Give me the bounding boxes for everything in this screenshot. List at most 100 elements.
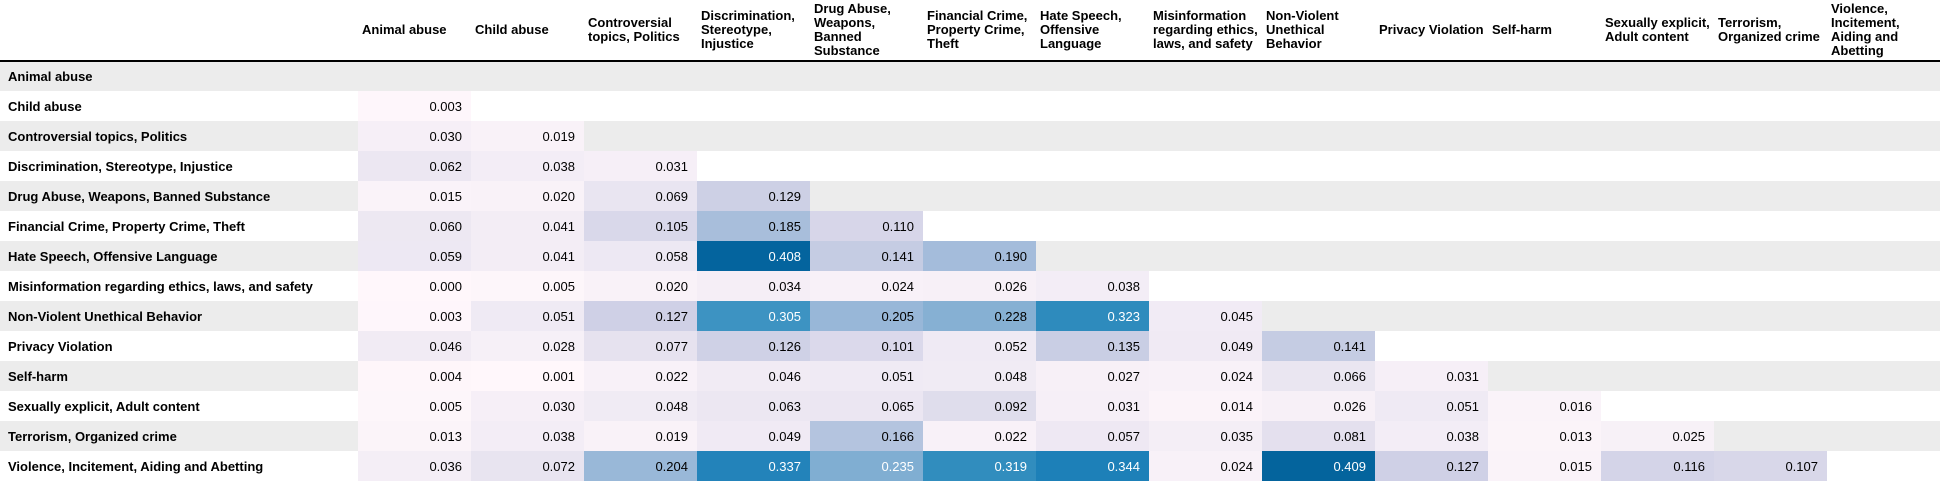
empty-cell: [1827, 361, 1940, 391]
column-header: Controversial topics, Politics: [584, 0, 697, 62]
row-header: Controversial topics, Politics: [8, 128, 188, 144]
heatmap-cell: 0.038: [1375, 421, 1488, 451]
heatmap-cell: 0.022: [923, 421, 1036, 451]
empty-cell: [471, 91, 584, 121]
heatmap-cell: 0.063: [697, 391, 810, 421]
empty-cell: [1601, 121, 1714, 151]
table-row: Non-Violent Unethical Behavior 0.003 0.051…: [0, 301, 1940, 331]
heatmap-cell: 0.127: [584, 301, 697, 331]
empty-cell: [697, 121, 810, 151]
empty-cell: [1149, 211, 1262, 241]
empty-cell: [1827, 151, 1940, 181]
empty-cell: [1262, 211, 1375, 241]
column-header: Sexually explicit, Adult content: [1601, 0, 1714, 62]
empty-cell: [1714, 421, 1827, 451]
table-row: Misinformation regarding ethics, laws, a…: [0, 271, 1940, 301]
empty-cell: [1714, 271, 1827, 301]
heatmap-cell: 0.072: [471, 451, 584, 481]
empty-cell: [1262, 271, 1375, 301]
heatmap-cell: 0.051: [810, 361, 923, 391]
heatmap-cell: 0.107: [1714, 451, 1827, 481]
empty-cell: [810, 61, 923, 91]
heatmap-cell: 0.031: [584, 151, 697, 181]
empty-cell: [1262, 61, 1375, 91]
heatmap-cell: 0.129: [697, 181, 810, 211]
heatmap-cell: 0.077: [584, 331, 697, 361]
table-row: Financial Crime, Property Crime, Theft 0.…: [0, 211, 1940, 241]
empty-cell: [1262, 241, 1375, 271]
heatmap-cell: 0.323: [1036, 301, 1149, 331]
heatmap-cell: 0.190: [923, 241, 1036, 271]
heatmap-cell: 0.024: [1149, 361, 1262, 391]
empty-cell: [1714, 331, 1827, 361]
heatmap-cell: 0.046: [358, 331, 471, 361]
heatmap-cell: 0.015: [358, 181, 471, 211]
empty-cell: [1827, 241, 1940, 271]
heatmap-cell: 0.048: [923, 361, 1036, 391]
row-header: Hate Speech, Offensive Language: [8, 248, 218, 264]
heatmap-cell: 0.116: [1601, 451, 1714, 481]
heatmap-cell: 0.048: [584, 391, 697, 421]
empty-cell: [1375, 181, 1488, 211]
empty-cell: [923, 181, 1036, 211]
row-header: Terrorism, Organized crime: [8, 428, 177, 444]
empty-cell: [1714, 181, 1827, 211]
empty-cell: [1827, 121, 1940, 151]
empty-cell: [1827, 451, 1940, 481]
heatmap-cell: 0.014: [1149, 391, 1262, 421]
heatmap-cell: 0.020: [584, 271, 697, 301]
heatmap-cell: 0.020: [471, 181, 584, 211]
empty-cell: [1149, 91, 1262, 121]
empty-cell: [1601, 151, 1714, 181]
empty-cell: [1262, 151, 1375, 181]
heatmap-cell: 0.062: [358, 151, 471, 181]
empty-cell: [697, 151, 810, 181]
table-row: Self-harm 0.004 0.001 0.022 0.046 0.051 0.048 0…: [0, 361, 1940, 391]
heatmap-cell: 0.031: [1036, 391, 1149, 421]
heatmap-cell: 0.035: [1149, 421, 1262, 451]
heatmap-cell: 0.013: [1488, 421, 1601, 451]
heatmap-cell: 0.408: [697, 241, 810, 271]
empty-cell: [1827, 391, 1940, 421]
column-header: Violence, Incitement, Aiding and Abettin…: [1827, 0, 1940, 62]
heatmap-cell: 0.003: [358, 301, 471, 331]
heatmap-cell: 0.016: [1488, 391, 1601, 421]
heatmap-cell: 0.110: [810, 211, 923, 241]
column-header: Child abuse: [471, 0, 584, 62]
empty-cell: [1036, 241, 1149, 271]
heatmap-cell: 0.036: [358, 451, 471, 481]
column-header: Self-harm: [1488, 0, 1601, 62]
empty-cell: [1601, 301, 1714, 331]
heatmap-cell: 0.049: [697, 421, 810, 451]
empty-cell: [1036, 121, 1149, 151]
empty-cell: [1488, 61, 1601, 91]
empty-cell: [1601, 391, 1714, 421]
empty-cell: [923, 91, 1036, 121]
empty-cell: [697, 91, 810, 121]
empty-cell: [810, 181, 923, 211]
heatmap-cell: 0.057: [1036, 421, 1149, 451]
table-row: Terrorism, Organized crime 0.013 0.038 0.01…: [0, 421, 1940, 451]
table-row: Animal abuse: [0, 61, 1940, 91]
row-header: Non-Violent Unethical Behavior: [8, 308, 203, 324]
empty-cell: [1601, 271, 1714, 301]
empty-cell: [1827, 301, 1940, 331]
heatmap-cell: 0.038: [1036, 271, 1149, 301]
table-row: Violence, Incitement, Aiding and Abettin…: [0, 451, 1940, 481]
empty-cell: [1601, 331, 1714, 361]
empty-cell: [1375, 91, 1488, 121]
heatmap-cell: 0.228: [923, 301, 1036, 331]
corner-cell: [0, 0, 358, 62]
table-row: Hate Speech, Offensive Language 0.059 0.04…: [0, 241, 1940, 271]
heatmap-cell: 0.337: [697, 451, 810, 481]
empty-cell: [810, 151, 923, 181]
empty-cell: [1601, 181, 1714, 211]
column-header: Animal abuse: [358, 0, 471, 62]
heatmap-cell: 0.026: [923, 271, 1036, 301]
empty-cell: [1488, 121, 1601, 151]
heatmap-cell: 0.004: [358, 361, 471, 391]
empty-cell: [697, 61, 810, 91]
empty-cell: [1375, 211, 1488, 241]
empty-cell: [923, 211, 1036, 241]
